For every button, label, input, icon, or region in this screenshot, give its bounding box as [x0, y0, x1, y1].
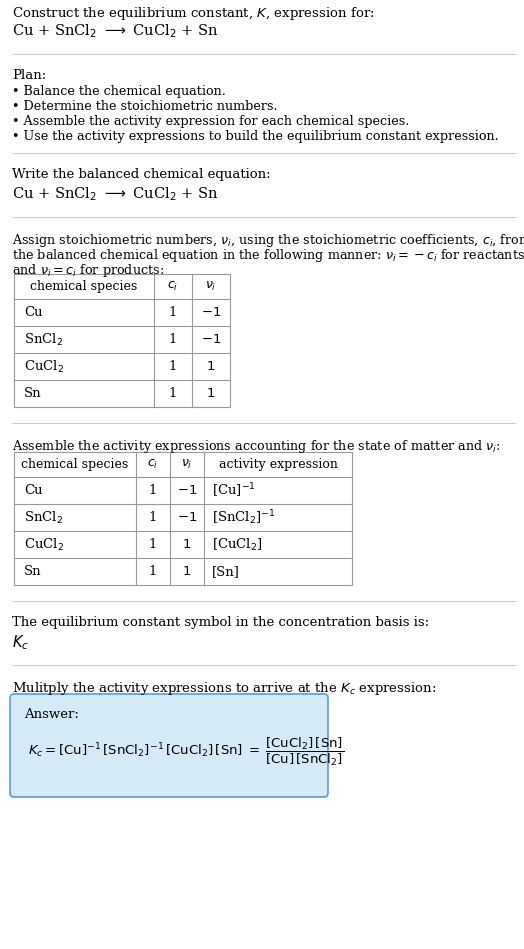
Text: Write the balanced chemical equation:: Write the balanced chemical equation: [12, 168, 270, 181]
Text: $\nu_i$: $\nu_i$ [181, 458, 193, 471]
Text: $1$: $1$ [182, 538, 192, 551]
Text: the balanced chemical equation in the following manner: $\nu_i = -c_i$ for react: the balanced chemical equation in the fo… [12, 247, 524, 264]
Text: $K_c$: $K_c$ [12, 633, 29, 652]
Text: $-1$: $-1$ [201, 306, 221, 319]
Text: SnCl$_2$: SnCl$_2$ [24, 331, 63, 347]
Text: $1$: $1$ [206, 360, 215, 373]
Text: chemical species: chemical species [30, 280, 138, 293]
Text: and $\nu_i = c_i$ for products:: and $\nu_i = c_i$ for products: [12, 262, 164, 279]
Text: The equilibrium constant symbol in the concentration basis is:: The equilibrium constant symbol in the c… [12, 616, 429, 629]
Text: Mulitply the activity expressions to arrive at the $K_c$ expression:: Mulitply the activity expressions to arr… [12, 680, 436, 697]
Text: 1: 1 [169, 387, 177, 400]
Text: 1: 1 [149, 484, 157, 497]
Text: [SnCl$_2$]$^{-1}$: [SnCl$_2$]$^{-1}$ [212, 508, 276, 527]
Text: 1: 1 [169, 360, 177, 373]
Text: $1$: $1$ [206, 387, 215, 400]
Text: $\nu_i$: $\nu_i$ [205, 280, 217, 293]
FancyBboxPatch shape [10, 694, 328, 797]
Text: • Assemble the activity expression for each chemical species.: • Assemble the activity expression for e… [12, 115, 409, 128]
Text: CuCl$_2$: CuCl$_2$ [24, 359, 64, 375]
Text: Plan:: Plan: [12, 69, 46, 82]
Text: $-1$: $-1$ [177, 511, 197, 524]
Text: 1: 1 [149, 565, 157, 578]
Text: Answer:: Answer: [24, 708, 79, 721]
Text: Sn: Sn [24, 387, 41, 400]
Text: Construct the equilibrium constant, $K$, expression for:: Construct the equilibrium constant, $K$,… [12, 5, 375, 22]
Bar [14, 452, 352, 585]
Text: 1: 1 [149, 511, 157, 524]
Text: $c_i$: $c_i$ [167, 280, 179, 293]
Text: [Cu]$^{-1}$: [Cu]$^{-1}$ [212, 481, 256, 500]
Text: $c_i$: $c_i$ [147, 458, 159, 471]
Text: 1: 1 [169, 306, 177, 319]
Text: Cu: Cu [24, 306, 42, 319]
Text: SnCl$_2$: SnCl$_2$ [24, 510, 63, 526]
Text: 1: 1 [169, 333, 177, 346]
Text: activity expression: activity expression [219, 458, 337, 471]
Text: Cu + SnCl$_2$ $\longrightarrow$ CuCl$_2$ + Sn: Cu + SnCl$_2$ $\longrightarrow$ CuCl$_2$… [12, 185, 219, 203]
Text: [CuCl$_2$]: [CuCl$_2$] [212, 536, 263, 552]
Text: $1$: $1$ [182, 565, 192, 578]
Text: • Determine the stoichiometric numbers.: • Determine the stoichiometric numbers. [12, 100, 278, 113]
Text: Cu + SnCl$_2$ $\longrightarrow$ CuCl$_2$ + Sn: Cu + SnCl$_2$ $\longrightarrow$ CuCl$_2$… [12, 22, 219, 40]
Bar [14, 274, 230, 407]
Text: 1: 1 [149, 538, 157, 551]
Text: [Sn]: [Sn] [212, 565, 240, 578]
Text: $-1$: $-1$ [201, 333, 221, 346]
Text: Assemble the activity expressions accounting for the state of matter and $\nu_i$: Assemble the activity expressions accoun… [12, 438, 501, 455]
Text: chemical species: chemical species [21, 458, 128, 471]
Text: Sn: Sn [24, 565, 41, 578]
Text: Assign stoichiometric numbers, $\nu_i$, using the stoichiometric coefficients, $: Assign stoichiometric numbers, $\nu_i$, … [12, 232, 524, 249]
Text: $-1$: $-1$ [177, 484, 197, 497]
Text: • Balance the chemical equation.: • Balance the chemical equation. [12, 85, 226, 98]
Text: $K_c = [\mathrm{Cu}]^{-1}\, [\mathrm{SnCl_2}]^{-1}\, [\mathrm{CuCl_2}]\, [\mathr: $K_c = [\mathrm{Cu}]^{-1}\, [\mathrm{SnC… [28, 736, 344, 769]
Text: Cu: Cu [24, 484, 42, 497]
Text: • Use the activity expressions to build the equilibrium constant expression.: • Use the activity expressions to build … [12, 130, 499, 143]
Text: CuCl$_2$: CuCl$_2$ [24, 536, 64, 552]
